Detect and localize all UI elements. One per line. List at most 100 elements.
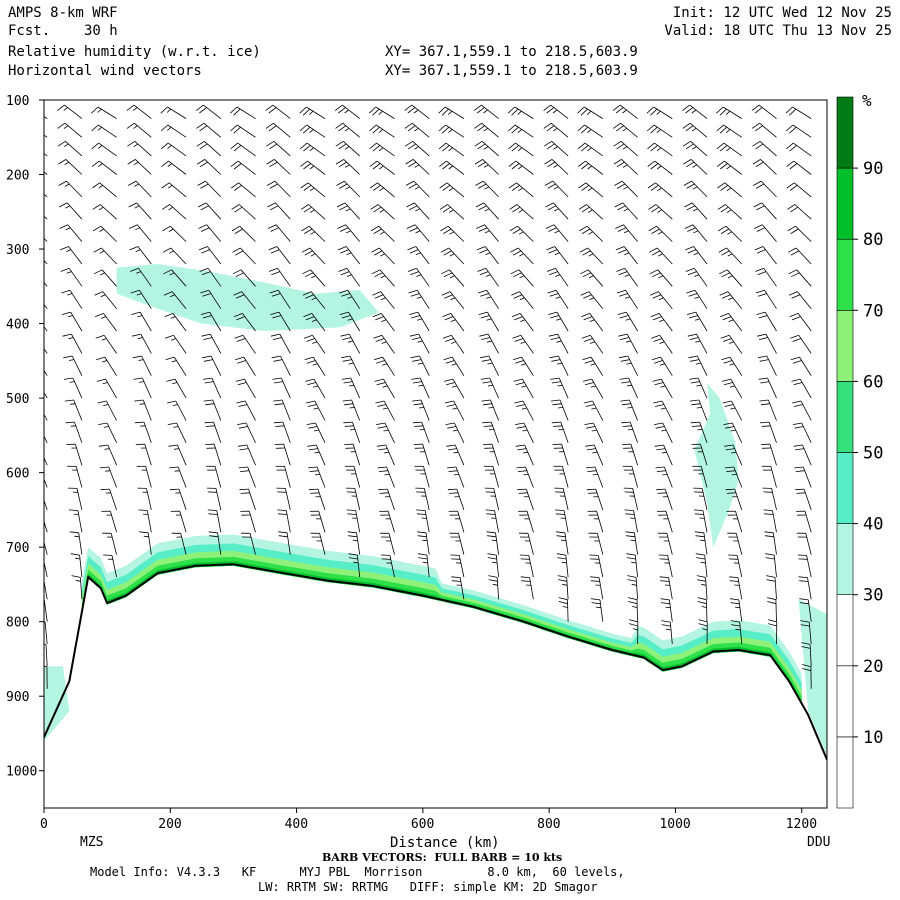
colorbar-label: 40 <box>863 515 883 535</box>
wind-barb <box>235 378 256 399</box>
wind-barb <box>619 377 638 399</box>
wind-barb <box>62 333 83 354</box>
wind-barb <box>518 532 534 555</box>
wind-barb <box>548 333 569 354</box>
wind-barb <box>554 487 569 510</box>
wind-barb <box>578 182 604 198</box>
colorbar-swatch <box>836 309 854 382</box>
wind-barb <box>627 575 638 600</box>
wind-barb <box>57 122 83 138</box>
wind-barb <box>786 142 812 157</box>
wind-barb <box>449 532 465 555</box>
wind-barb <box>162 225 187 242</box>
wind-barb <box>477 289 499 309</box>
wind-barb <box>786 182 812 198</box>
wind-barb <box>160 106 187 119</box>
wind-barb <box>671 100 673 101</box>
colorbar-label: 90 <box>863 159 883 179</box>
wind-barb <box>371 269 395 287</box>
wind-barb <box>162 247 187 265</box>
wind-barb <box>447 466 465 488</box>
wind-barb <box>308 466 326 488</box>
wind-barb <box>441 291 465 309</box>
wind-barb <box>428 100 430 101</box>
wind-barb <box>721 378 743 399</box>
wind-barb <box>556 553 569 578</box>
wind-barb <box>370 225 395 242</box>
wind-barb <box>61 289 83 309</box>
wind-barb <box>205 443 222 466</box>
wind-barb <box>440 225 465 242</box>
wind-barb <box>477 267 499 287</box>
wind-barb <box>810 100 812 101</box>
wind-barb <box>787 225 812 242</box>
wind-barb <box>695 553 708 578</box>
wind-barb <box>230 160 256 175</box>
wind-barb <box>44 456 48 466</box>
wind-barb <box>380 554 395 578</box>
x-tick-label: 1200 <box>786 817 817 832</box>
wind-barb <box>724 466 743 488</box>
wind-barb <box>795 488 812 511</box>
wind-barb <box>44 260 48 265</box>
wind-barb <box>69 531 83 555</box>
y-tick-label: 100 <box>6 94 29 109</box>
wind-barb <box>753 202 777 220</box>
wind-barb <box>682 122 708 138</box>
wind-barb <box>196 122 222 138</box>
wind-barb <box>585 466 604 488</box>
wind-barb <box>758 377 777 399</box>
wind-barb <box>684 202 708 220</box>
wind-barb <box>617 311 638 332</box>
wind-barb <box>543 122 569 138</box>
wind-barb <box>792 400 812 421</box>
wind-barb <box>274 443 291 466</box>
wind-barb <box>91 124 117 138</box>
physics-info: LW: RRTM SW: RRTMG DIFF: simple KM: 2D S… <box>258 880 598 894</box>
wind-barb <box>442 334 465 354</box>
wind-barb <box>693 509 708 533</box>
wind-barb <box>483 443 499 466</box>
colorbar-swatch <box>836 452 854 524</box>
wind-barb <box>91 106 117 119</box>
wind-barb <box>509 204 534 220</box>
wind-barb <box>752 159 777 175</box>
wind-barb <box>685 246 708 265</box>
wind-barb <box>44 134 48 138</box>
wind-barb <box>788 269 812 287</box>
wind-barb <box>800 620 812 645</box>
wind-barb <box>729 598 743 622</box>
wind-barb <box>342 399 361 421</box>
wind-barb <box>372 291 395 309</box>
wind-barb <box>161 182 187 198</box>
wind-barb <box>762 487 777 510</box>
wind-barb <box>169 466 187 488</box>
wind-barb <box>393 100 395 101</box>
rh-region <box>798 599 827 756</box>
wind-barb <box>60 246 83 265</box>
wind-barb <box>439 204 465 220</box>
wind-barb <box>237 444 256 466</box>
wind-barb <box>160 124 187 138</box>
wind-barb <box>655 466 673 488</box>
y-tick-label: 600 <box>6 467 29 482</box>
wind-barb <box>98 422 117 443</box>
y-tick-label: 900 <box>6 690 29 705</box>
wind-barb <box>369 182 395 198</box>
wind-barb <box>798 576 812 600</box>
wind-barb <box>94 313 117 332</box>
wind-barb <box>799 598 812 622</box>
wind-barb <box>273 421 291 443</box>
wind-barb <box>790 356 812 376</box>
wind-barb <box>480 377 499 399</box>
wind-barb <box>369 142 395 157</box>
wind-barb <box>267 202 291 220</box>
wind-barb <box>724 444 743 466</box>
wind-barb <box>755 267 777 287</box>
wind-barb <box>509 225 534 242</box>
wind-barb <box>96 378 117 399</box>
wind-barb <box>775 100 777 101</box>
wind-barb <box>508 142 534 157</box>
wind-barb <box>488 575 499 600</box>
wind-barb <box>345 465 361 488</box>
